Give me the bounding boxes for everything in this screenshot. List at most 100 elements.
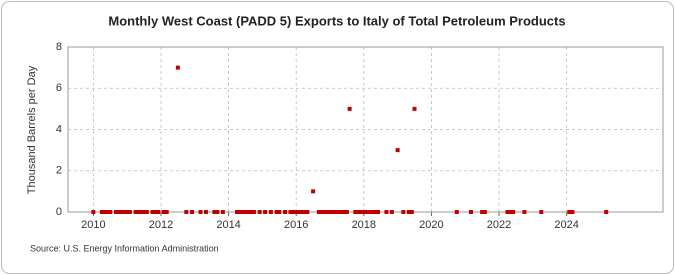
point (136, 210, 141, 214)
point (468, 210, 473, 214)
x-tick-label: 2022 (487, 219, 511, 231)
point (330, 210, 335, 214)
point (412, 106, 417, 111)
point (108, 210, 113, 214)
point (105, 210, 110, 214)
point (237, 210, 242, 214)
point (277, 210, 282, 214)
point (296, 210, 301, 214)
point (99, 210, 104, 214)
point (505, 210, 510, 214)
point (395, 148, 400, 153)
point (125, 210, 130, 214)
point (384, 210, 389, 214)
point (356, 210, 361, 214)
point (246, 210, 251, 214)
point (119, 210, 124, 214)
source-note: Source: U.S. Energy Information Administ… (30, 243, 219, 253)
x-tick-label: 2010 (81, 219, 105, 231)
point (364, 210, 369, 214)
point (325, 210, 330, 214)
point (156, 210, 161, 214)
point (367, 210, 372, 214)
x-tick-label: 2024 (554, 219, 578, 231)
point (274, 210, 279, 214)
point (347, 106, 352, 111)
point (511, 210, 516, 214)
point (114, 210, 119, 214)
point (570, 210, 575, 214)
x-tick-label: 2016 (284, 219, 308, 231)
chart-title: Monthly West Coast (PADD 5) Exports to I… (108, 13, 565, 28)
point (604, 210, 609, 214)
point (322, 210, 327, 214)
point (522, 210, 527, 214)
point (372, 210, 377, 214)
point (567, 210, 572, 214)
point (122, 210, 127, 214)
point (336, 210, 341, 214)
point (319, 210, 324, 214)
point (116, 210, 121, 214)
point (184, 210, 189, 214)
point (268, 210, 273, 214)
point (249, 210, 254, 214)
point (283, 210, 288, 214)
point (139, 210, 144, 214)
y-tick-label: 6 (56, 82, 62, 94)
point (480, 210, 485, 214)
point (299, 210, 304, 214)
y-tick-label: 8 (56, 41, 62, 53)
point (409, 210, 414, 214)
point (102, 210, 107, 214)
point (344, 210, 349, 214)
point (291, 210, 296, 214)
point (240, 210, 245, 214)
point (164, 210, 169, 214)
point (150, 210, 155, 214)
y-axis-label: Thousand Barrels per Day (26, 65, 38, 194)
point (370, 210, 375, 214)
point (263, 210, 268, 214)
y-tick-label: 4 (56, 123, 62, 135)
x-tick-label: 2018 (352, 219, 376, 231)
point (133, 210, 138, 214)
point (198, 210, 203, 214)
point (316, 210, 321, 214)
point (539, 210, 544, 214)
point (339, 210, 344, 214)
point (203, 210, 208, 214)
point (353, 210, 358, 214)
point (144, 210, 149, 214)
point (91, 210, 96, 214)
point (328, 210, 333, 214)
point (243, 210, 248, 214)
point (190, 210, 195, 214)
point (288, 210, 293, 214)
point (257, 210, 262, 214)
point (361, 210, 366, 214)
y-tick-label: 2 (56, 165, 62, 177)
point (302, 210, 307, 214)
point (401, 210, 406, 214)
point (482, 210, 487, 214)
x-tick-label: 2014 (216, 219, 240, 231)
point (305, 210, 310, 214)
point (311, 189, 316, 194)
point (333, 210, 338, 214)
point (175, 65, 180, 70)
point (508, 210, 513, 214)
point (212, 210, 217, 214)
point (294, 210, 299, 214)
point (454, 210, 459, 214)
point (359, 210, 364, 214)
point (389, 210, 394, 214)
x-tick-label: 2020 (419, 219, 443, 231)
point (153, 210, 158, 214)
point (251, 210, 256, 214)
point (220, 210, 225, 214)
point (342, 210, 347, 214)
x-tick-label: 2012 (149, 219, 173, 231)
